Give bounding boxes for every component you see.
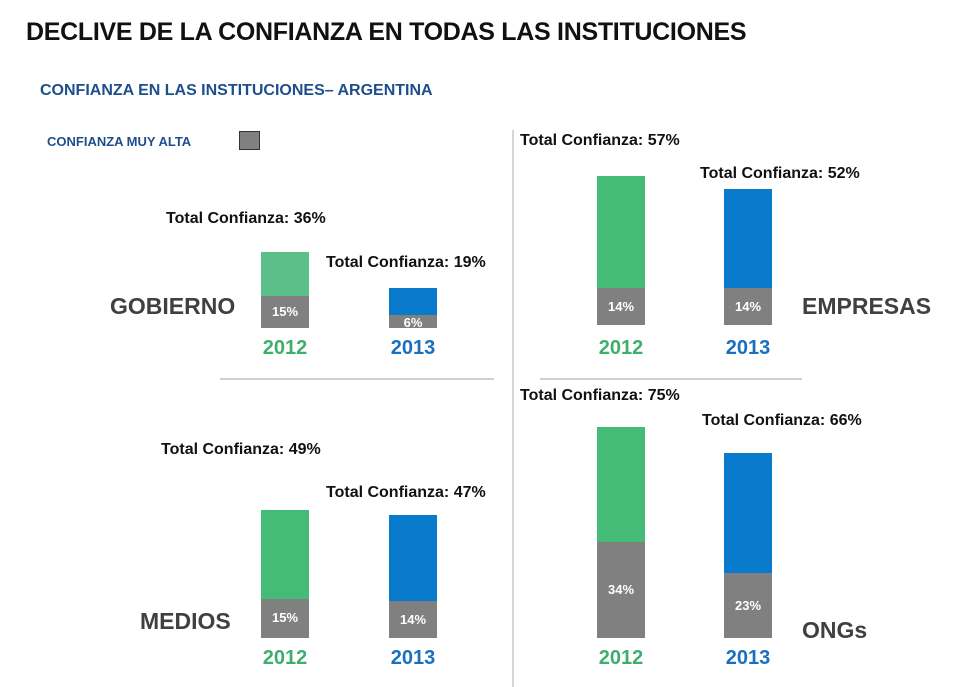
bar-value-label: 15% [271, 304, 299, 320]
horizontal-divider-right [540, 378, 802, 380]
bar-value-label: 14% [399, 611, 427, 627]
chart-subtitle: CONFIANZA EN LAS INSTITUCIONES– ARGENTIN… [40, 82, 433, 99]
institution-label-medios: MEDIOS [140, 608, 231, 634]
horizontal-divider-left [220, 378, 494, 380]
bar-segment-total [389, 515, 437, 602]
bar-segment-total [597, 427, 645, 543]
total-label-empresas-2013: Total Confianza: 52% [700, 165, 860, 182]
bar-value-label: 34% [607, 582, 635, 598]
year-label-empresas-2013: 2013 [725, 337, 771, 359]
year-label-medios-2013: 2013 [390, 647, 436, 669]
bar-segment-total [261, 510, 309, 599]
page-title: DECLIVE DE LA CONFIANZA EN TODAS LAS INS… [26, 18, 747, 46]
bar-segment-muy-alta [389, 601, 437, 638]
total-label-ongs-2013: Total Confianza: 66% [702, 412, 862, 429]
bar-empresas-2013: 14% [724, 189, 772, 325]
institution-label-empresas: EMPRESAS [802, 293, 932, 319]
year-label-ongs-2012: 2012 [598, 647, 644, 669]
year-label-medios-2012: 2012 [262, 647, 308, 669]
bar-segment-muy-alta [724, 288, 772, 325]
bar-empresas-2012: 14% [597, 176, 645, 325]
institution-label-gobierno: GOBIERNO [110, 293, 236, 319]
legend-swatch [239, 131, 260, 150]
bar-segment-muy-alta [261, 296, 309, 328]
bar-segment-muy-alta [389, 315, 437, 328]
year-label-empresas-2012: 2012 [598, 337, 644, 359]
total-label-empresas-2012: Total Confianza: 57% [520, 132, 680, 149]
bar-medios-2012: 15% [261, 510, 309, 638]
bar-segment-muy-alta [724, 573, 772, 638]
total-label-medios-2012: Total Confianza: 49% [161, 441, 321, 458]
bar-segment-total [597, 176, 645, 289]
vertical-divider [512, 130, 514, 687]
legend-label: CONFIANZA MUY ALTA [47, 134, 192, 149]
year-label-gobierno-2012: 2012 [262, 337, 308, 359]
year-label-gobierno-2013: 2013 [390, 337, 436, 359]
bar-value-label: 15% [271, 610, 299, 626]
total-label-gobierno-2012: Total Confianza: 36% [166, 210, 326, 227]
institution-label-ongs: ONGs [802, 617, 868, 643]
bar-segment-total [261, 252, 309, 297]
bar-value-label: 23% [734, 597, 762, 613]
bar-segment-muy-alta [261, 598, 309, 638]
bar-segment-total [389, 288, 437, 316]
bar-value-label: 14% [734, 298, 762, 314]
bar-gobierno-2013: 6% [389, 288, 437, 331]
bar-segment-total [724, 189, 772, 289]
bar-medios-2013: 14% [389, 515, 437, 638]
year-label-ongs-2013: 2013 [725, 647, 771, 669]
bar-segment-muy-alta [597, 288, 645, 325]
total-label-medios-2013: Total Confianza: 47% [326, 484, 486, 501]
bar-value-label: 6% [403, 315, 423, 331]
bar-segment-muy-alta [597, 542, 645, 638]
bar-segment-total [724, 452, 772, 574]
bar-value-label: 14% [607, 298, 635, 314]
total-label-gobierno-2013: Total Confianza: 19% [326, 254, 486, 271]
bar-ongs-2012: 34% [597, 427, 645, 638]
bar-gobierno-2012: 15% [261, 252, 309, 328]
total-label-ongs-2012: Total Confianza: 75% [520, 387, 680, 404]
bar-ongs-2013: 23% [724, 452, 772, 638]
